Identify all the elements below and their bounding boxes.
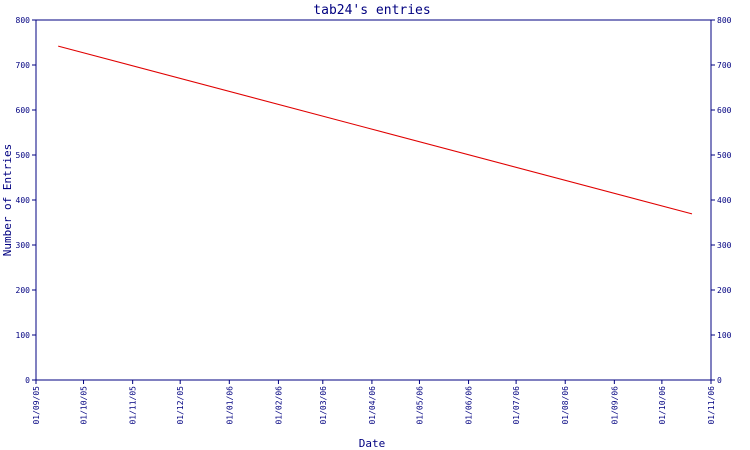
- x-axis-label: Date: [359, 437, 386, 450]
- x-tick-label: 01/03/06: [319, 386, 328, 425]
- series-line: [58, 45, 693, 215]
- y-tick-label-right: 300: [717, 241, 732, 250]
- y-tick-label-right: 700: [717, 61, 732, 70]
- y-tick-label-left: 100: [16, 331, 31, 340]
- y-tick-label-right: 800: [717, 16, 732, 25]
- y-tick-label-left: 500: [16, 151, 31, 160]
- x-tick-label: 01/10/05: [80, 386, 89, 425]
- y-tick-label-left: 600: [16, 106, 31, 115]
- plot-area: 0 0 100 100 200 200 300 300 400 400 500 500 600 600 70…: [16, 16, 732, 425]
- y-tick-label-left: 300: [16, 241, 31, 250]
- x-tick-label: 01/05/06: [415, 386, 424, 425]
- y-tick-label-right: 100: [717, 331, 732, 340]
- x-tick-label: 01/12/05: [176, 386, 185, 425]
- x-tick-label: 01/10/06: [658, 386, 667, 425]
- y-tick-label-left: 700: [16, 61, 31, 70]
- y-tick-label-right: 0: [717, 376, 722, 385]
- x-tick-label: 01/08/06: [561, 386, 570, 425]
- y-tick-label-right: 600: [717, 106, 732, 115]
- y-tick-label-left: 400: [16, 196, 31, 205]
- y-tick-label-left: 800: [16, 16, 31, 25]
- x-tick-label: 01/02/06: [274, 386, 283, 425]
- x-tick-label: 01/09/06: [610, 386, 619, 425]
- y-tick-label-right: 200: [717, 286, 732, 295]
- y-tick-label-left: 200: [16, 286, 31, 295]
- chart-title: tab24's entries: [313, 3, 430, 18]
- x-tick-label: 01/09/05: [32, 386, 41, 425]
- y-tick-label-right: 500: [717, 151, 732, 160]
- x-tick-label: 01/06/06: [465, 386, 474, 425]
- x-tick-label: 01/04/06: [368, 386, 377, 425]
- y-axis-label: Number of Entries: [1, 144, 14, 257]
- x-tick-label: 01/07/06: [512, 386, 521, 425]
- x-tick-label: 01/11/05: [129, 386, 138, 425]
- y-tick-label-left: 0: [25, 376, 30, 385]
- y-tick-label-right: 400: [717, 196, 732, 205]
- x-tick-label: 01/01/06: [225, 386, 234, 425]
- x-tick-label: 01/11/06: [707, 386, 716, 425]
